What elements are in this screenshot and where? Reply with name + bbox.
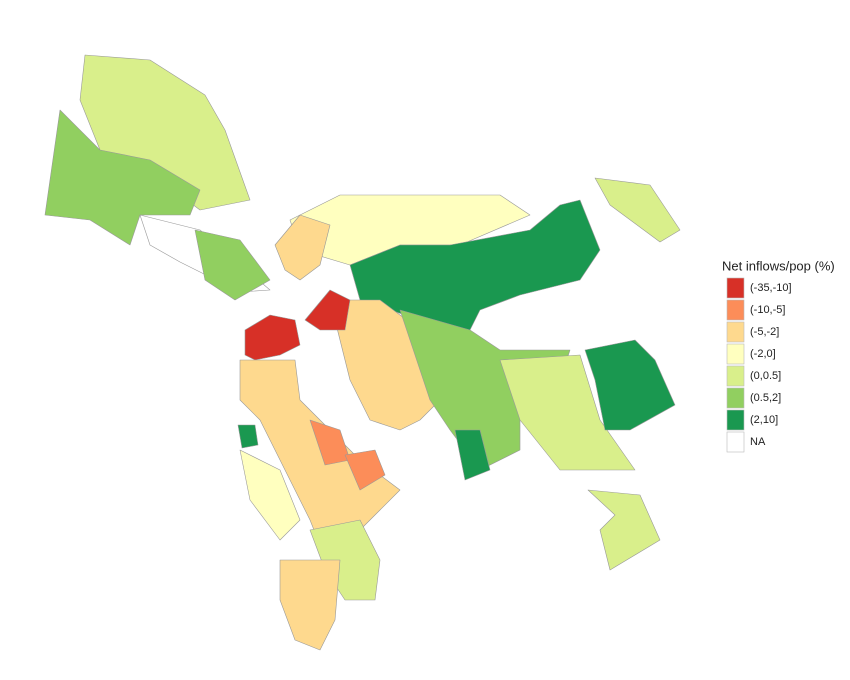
region xyxy=(584,339,676,431)
legend-label: (0.5,2] xyxy=(750,392,781,404)
region xyxy=(304,289,351,331)
regions xyxy=(44,54,681,651)
legend-label: (0,0.5] xyxy=(750,370,781,382)
region xyxy=(454,429,491,481)
legend-label: (-35,-10] xyxy=(750,282,792,294)
region xyxy=(499,354,636,471)
region xyxy=(194,229,271,301)
region xyxy=(244,314,301,361)
legend-label: (-10,-5] xyxy=(750,304,785,316)
legend-swatch xyxy=(726,431,745,453)
region xyxy=(79,54,251,211)
legend: Net inflows/pop (%) (-35,-10] (-10,-5] (-5… xyxy=(722,258,835,453)
legend-label: NA xyxy=(750,436,766,448)
legend-label: (-5,-2] xyxy=(750,326,779,338)
region xyxy=(239,449,301,541)
legend-swatch xyxy=(726,321,745,343)
region xyxy=(44,109,201,246)
legend-swatch xyxy=(726,343,745,365)
legend-swatch xyxy=(726,277,745,299)
legend-label: (-2,0] xyxy=(750,348,776,360)
region xyxy=(237,424,259,449)
region xyxy=(587,489,661,571)
legend-swatch xyxy=(726,409,745,431)
legend-swatch xyxy=(726,299,745,321)
legend-swatch xyxy=(726,387,745,409)
region xyxy=(289,194,531,266)
legend-swatch xyxy=(726,365,745,387)
region xyxy=(344,449,386,491)
region xyxy=(594,177,681,243)
region xyxy=(279,559,341,651)
region xyxy=(239,359,401,546)
legend-label: (2,10] xyxy=(750,414,778,426)
legend-title: Net inflows/pop (%) xyxy=(722,258,835,273)
region xyxy=(274,214,331,281)
